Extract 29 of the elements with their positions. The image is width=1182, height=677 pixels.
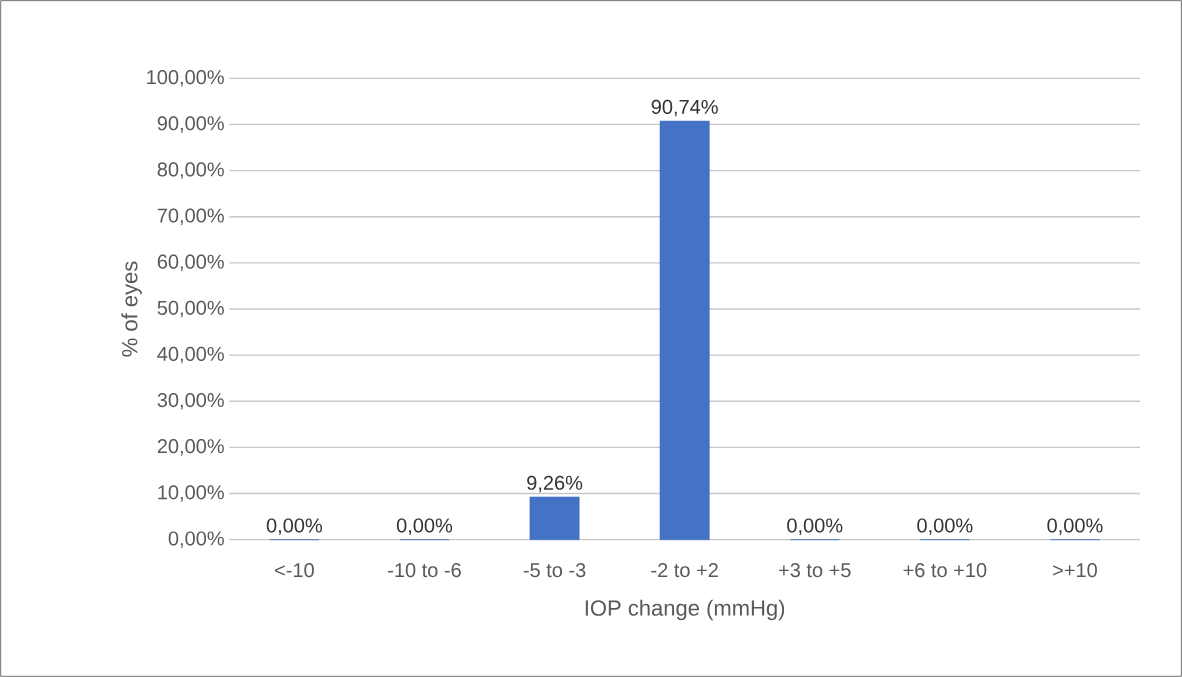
y-tick-label: 20,00%	[157, 439, 224, 456]
y-tick-label: 100,00%	[147, 70, 224, 87]
x-tick-label: -5 to -3	[523, 563, 586, 578]
y-tick-label: 60,00%	[157, 254, 224, 272]
data-label: 0,00%	[266, 518, 323, 535]
x-tick-label: +3 to +5	[779, 563, 851, 578]
data-label: 90,74%	[651, 99, 718, 117]
data-label: 0,00%	[396, 518, 453, 535]
data-label: 0,00%	[787, 518, 843, 535]
data-label: 0,00%	[1047, 518, 1103, 535]
y-tick-label: 40,00%	[157, 346, 224, 364]
y-tick-label: 50,00%	[157, 300, 224, 318]
x-tick-label: -2 to +2	[651, 563, 718, 578]
data-label: 9,26%	[527, 475, 583, 493]
x-tick-label: <-10	[275, 563, 314, 578]
y-tick-label: 10,00%	[158, 485, 224, 502]
x-tick-label: +6 to +10	[903, 563, 987, 578]
y-tick-label: 90,00%	[157, 116, 224, 133]
data-label: 0,00%	[917, 518, 973, 535]
bar	[529, 496, 580, 540]
x-tick-label: >+10	[1053, 563, 1097, 578]
x-axis-title: IOP change (mmHg)	[585, 599, 785, 621]
x-tick-label: -10 to -6	[388, 563, 461, 578]
y-tick-label: 70,00%	[157, 208, 224, 225]
y-axis-title: % of eyes	[121, 261, 142, 357]
y-tick-label: 30,00%	[157, 392, 224, 410]
y-tick-label: 0,00%	[168, 531, 224, 548]
bar	[659, 120, 710, 540]
y-tick-label: 80,00%	[157, 162, 224, 179]
